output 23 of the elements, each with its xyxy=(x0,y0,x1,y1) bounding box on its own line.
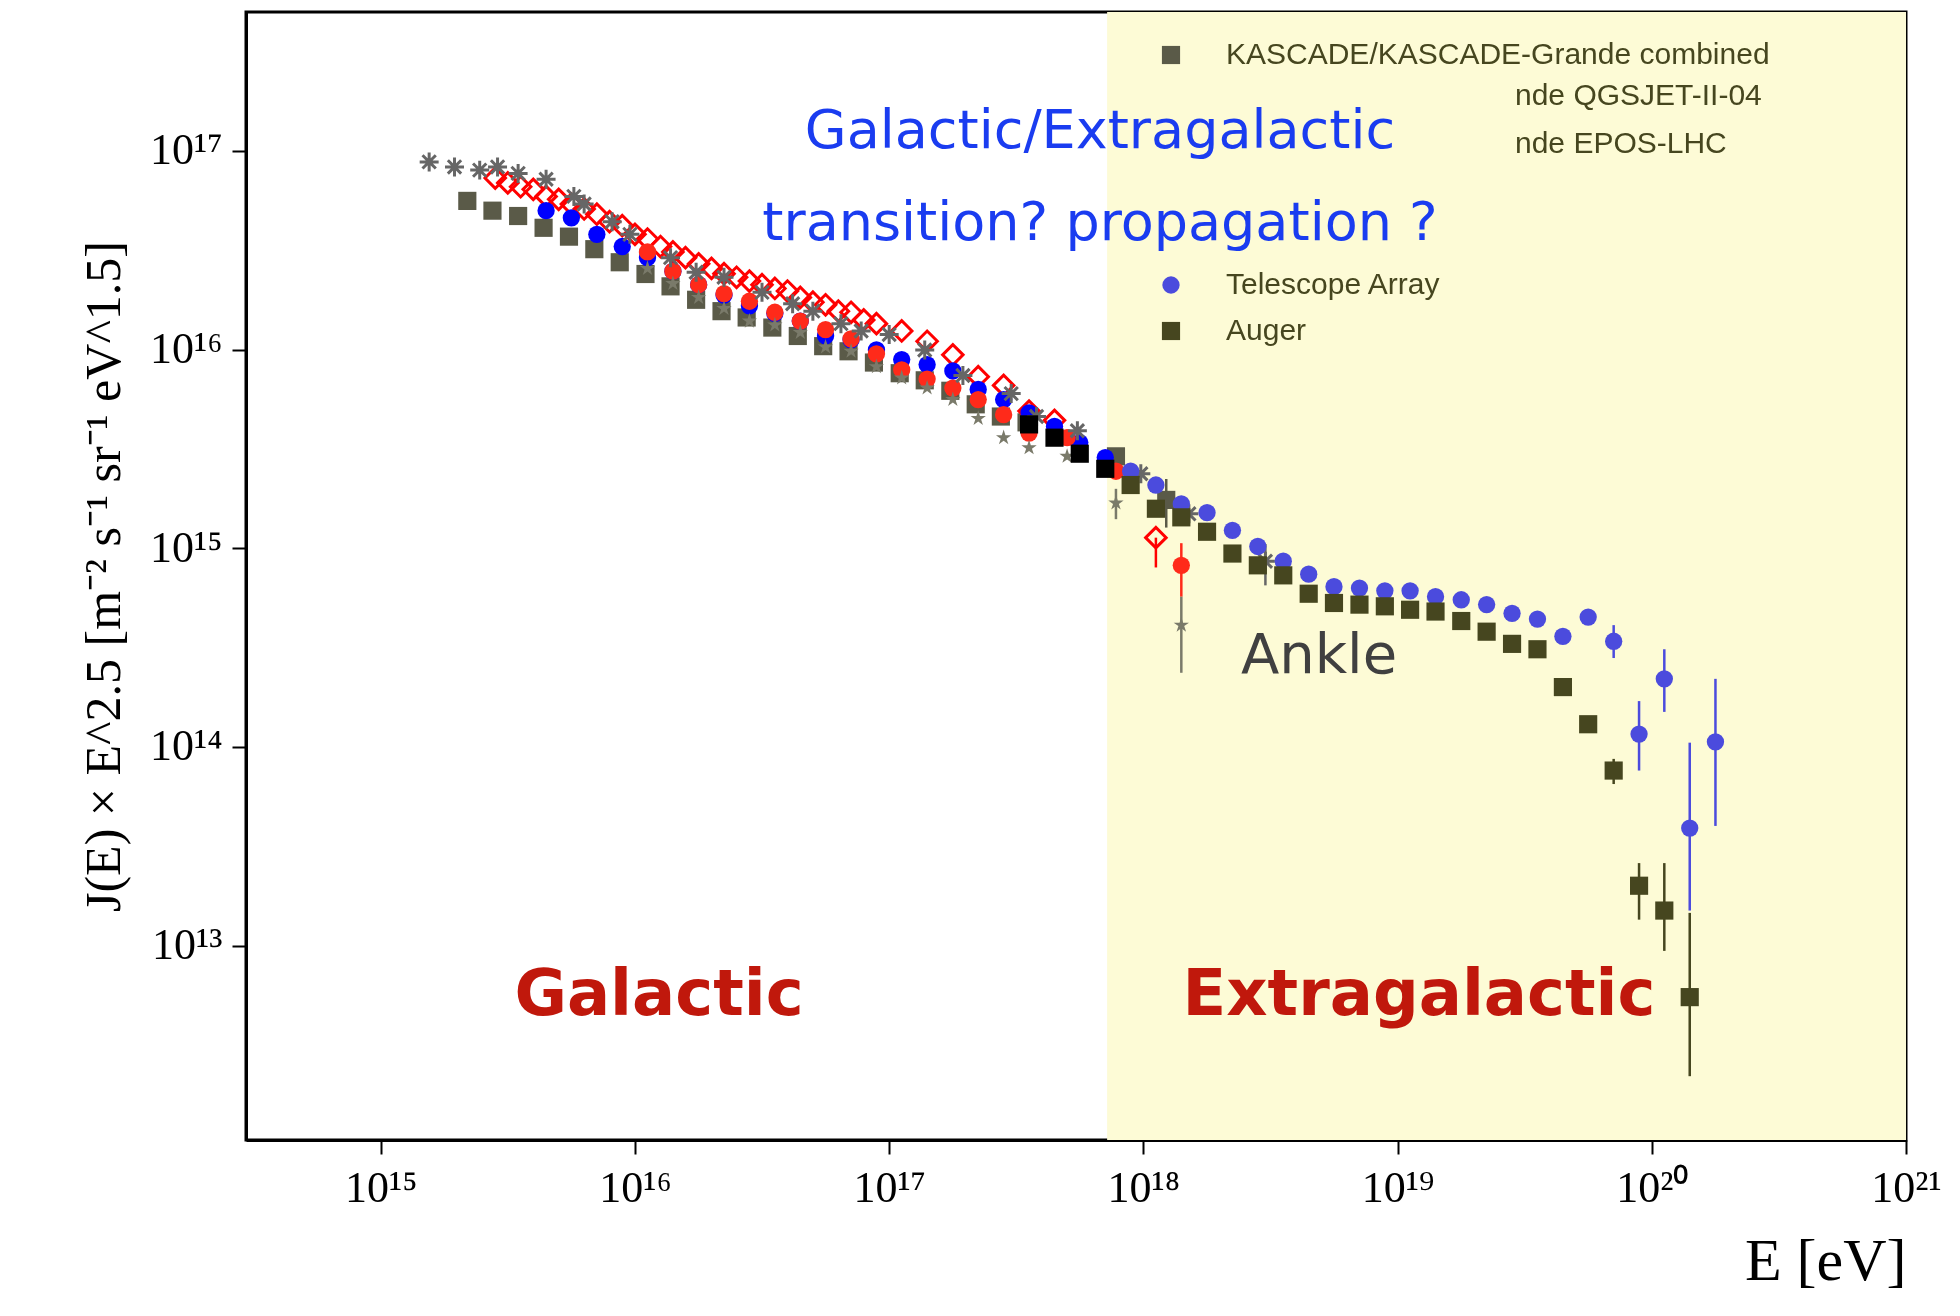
x-tick-label: 10¹⁶ xyxy=(599,1162,672,1212)
legend-label: KASCADE/KASCADE-Grande combined xyxy=(1226,37,1770,70)
x-tick-label: 10¹⁹ xyxy=(1361,1162,1435,1212)
legend-label: Telescope Array xyxy=(1226,267,1440,300)
y-tick-label: 10¹⁷ xyxy=(149,125,223,175)
annotation: Galactic xyxy=(514,956,804,1030)
y-tick-label: 10¹³ xyxy=(152,920,223,970)
x-tick-label: 10²⁰ xyxy=(1616,1162,1689,1212)
x-tick-label: 10¹⁷ xyxy=(853,1162,926,1212)
annotation: Galactic/Extragalactic transition? propagation ? xyxy=(762,98,1438,253)
annotation: nde QGSJET-II-04 xyxy=(1515,78,1762,111)
annotation: Ankle xyxy=(1240,621,1398,686)
annotation: Extragalactic xyxy=(1182,956,1656,1030)
x-tick-label: 10¹⁸ xyxy=(1107,1162,1181,1212)
y-tick-label: 10¹⁵ xyxy=(149,522,223,572)
x-axis-title: E [eV] xyxy=(1744,1226,1907,1293)
y-tick-label: 10¹⁴ xyxy=(149,721,223,771)
x-tick-label: 10²¹ xyxy=(1871,1162,1942,1212)
y-axis-title: J(E) × E^2.5 [m⁻² s⁻¹ sr⁻¹ eV^1.5] xyxy=(74,241,131,912)
x-tick-label: 10¹⁵ xyxy=(345,1162,418,1212)
annotation: nde EPOS-LHC xyxy=(1515,126,1727,159)
legend-label: Auger xyxy=(1226,313,1307,346)
y-tick-label: 10¹⁶ xyxy=(149,324,223,374)
